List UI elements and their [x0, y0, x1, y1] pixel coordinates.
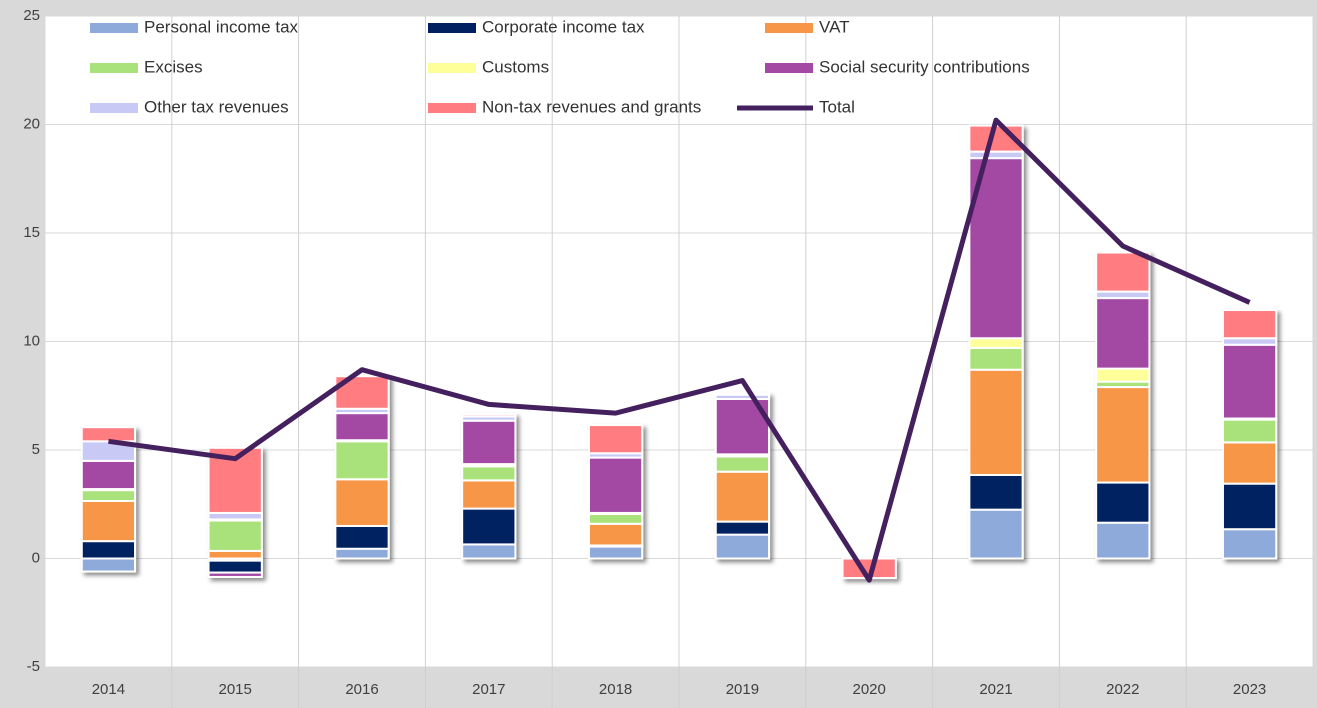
bar-segment	[461, 413, 517, 418]
bar-segment	[461, 465, 517, 482]
x-tick-label: 2015	[219, 681, 252, 698]
bar-segment	[334, 412, 390, 442]
legend-label: Customs	[482, 57, 549, 76]
bar-segment	[968, 368, 1024, 476]
x-tick-label: 2023	[1233, 681, 1266, 698]
x-tick-label: 2017	[472, 681, 505, 698]
legend-label: Personal income tax	[144, 17, 299, 36]
bar-segment	[1221, 343, 1278, 420]
bar-segment	[1221, 418, 1278, 444]
x-tick-label: 2021	[979, 681, 1012, 698]
legend-label: Excises	[144, 57, 203, 76]
bar-segment	[968, 347, 1024, 371]
grid	[44, 15, 1314, 708]
legend-swatch	[90, 103, 138, 113]
bar-segment	[1095, 386, 1151, 484]
bar-segment	[207, 549, 263, 560]
x-tick-label: 2022	[1106, 681, 1139, 698]
bar-segment	[587, 424, 644, 455]
legend-label: Other tax revenues	[144, 97, 289, 116]
bar-segment	[587, 522, 644, 547]
bar-segment	[714, 520, 771, 536]
bar-segment	[587, 545, 644, 560]
bar-segment	[80, 557, 137, 573]
bar-segment	[1095, 481, 1151, 524]
bar-segment	[714, 455, 771, 473]
bar-segment	[1095, 521, 1151, 560]
bar-segment	[80, 459, 137, 491]
x-tick-label: 2014	[92, 681, 125, 698]
bar-segment	[1221, 441, 1278, 485]
y-tick-label: 5	[32, 441, 40, 458]
bar-segment	[80, 540, 137, 560]
legend-swatch	[90, 63, 138, 73]
bar-segment	[461, 419, 517, 466]
y-tick-label: 0	[32, 549, 40, 566]
x-tick-label: 2016	[345, 681, 378, 698]
legend-label: Corporate income tax	[482, 17, 645, 36]
bar-segment	[80, 489, 137, 502]
bar-segment	[334, 375, 390, 410]
legend-swatch	[765, 23, 813, 33]
bar-segment	[461, 543, 517, 560]
y-tick-label: -5	[27, 658, 40, 675]
bar-segment	[587, 513, 644, 525]
bar-segment	[461, 479, 517, 510]
bar-segment	[334, 478, 390, 527]
bar-segment	[80, 426, 137, 443]
x-tick-label: 2018	[599, 681, 632, 698]
bar-segment	[334, 440, 390, 481]
x-tick-label: 2019	[726, 681, 759, 698]
bar-segment	[207, 571, 263, 578]
bar-segment	[80, 499, 137, 543]
y-tick-label: 10	[23, 332, 40, 349]
bar-segment	[1095, 297, 1151, 370]
bar-segment	[207, 519, 263, 552]
bar-segment	[1095, 251, 1151, 293]
bar-segment	[968, 473, 1024, 511]
legend-swatch	[428, 103, 476, 113]
bar-segment	[968, 337, 1024, 350]
bars	[80, 124, 1278, 580]
y-tick-label: 20	[23, 115, 40, 132]
legend-label: VAT	[819, 17, 850, 36]
bar-segment	[207, 559, 263, 574]
legend-label: Non-tax revenues and grants	[482, 97, 701, 116]
bar-segment	[1221, 528, 1278, 560]
legend-swatch	[428, 63, 476, 73]
bar-segment	[714, 392, 771, 396]
bar-segment	[1221, 482, 1278, 531]
bar-segment	[714, 470, 771, 523]
legend-swatch	[90, 23, 138, 33]
bar-segment	[334, 547, 390, 560]
bar-segment	[1221, 309, 1278, 340]
bar-segment	[968, 508, 1024, 560]
legend-label: Social security contributions	[819, 57, 1030, 76]
lines	[108, 117, 1251, 583]
y-tick-label: 25	[23, 7, 40, 24]
y-tick-label: 15	[23, 224, 40, 241]
legend: Personal income tax Corporate income tax V…	[90, 17, 1030, 116]
legend-swatch	[428, 23, 476, 33]
total-line	[108, 117, 1251, 583]
bar-segment	[1095, 367, 1151, 383]
legend-swatch	[765, 63, 813, 73]
bar-segment	[461, 507, 517, 546]
bar-segment	[334, 524, 390, 550]
bar-segment	[714, 533, 771, 560]
x-tick-label: 2020	[853, 681, 886, 698]
bar-segment	[587, 456, 644, 514]
legend-label: Total	[819, 97, 855, 116]
